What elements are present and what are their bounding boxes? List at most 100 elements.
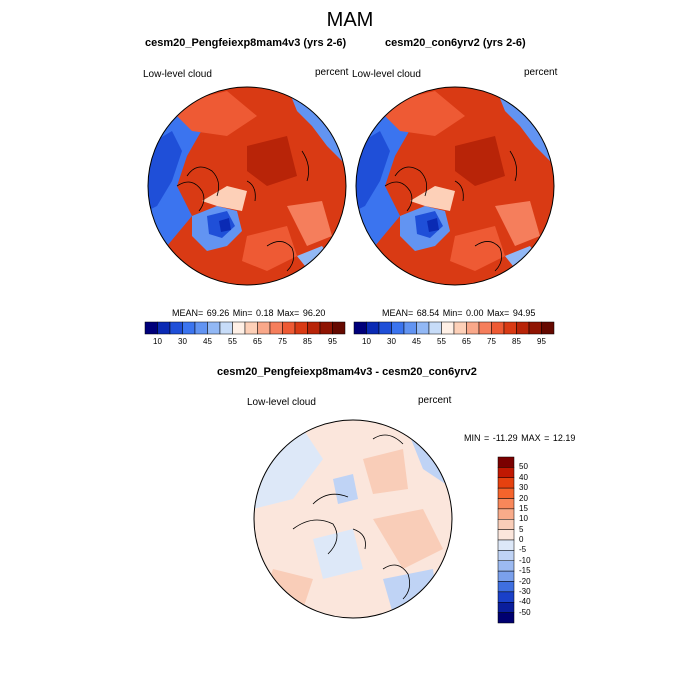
panel-1-title: cesm20_Pengfeiexp8mam4v3 (yrs 2-6): [145, 37, 347, 49]
colorbar-swatch: [453, 321, 467, 335]
colorbar-swatch: [528, 321, 542, 335]
diff-colorbar-tick-label: 15: [519, 503, 528, 513]
diff-colorbar-swatch: [497, 508, 515, 520]
diff-colorbar-tick-label: -10: [519, 555, 531, 565]
colorbar-swatch: [541, 321, 555, 335]
colorbar-swatch: [169, 321, 183, 335]
diff-colorbar-swatch: [497, 570, 515, 582]
diff-colorbar-swatch: [497, 477, 515, 489]
diff-panel-variable-label: Low-level cloud: [247, 397, 316, 408]
colorbar-tick-label: 10: [153, 337, 162, 346]
diff-colorbar-swatch: [497, 487, 515, 499]
diff-colorbar-swatch: [497, 519, 515, 530]
colorbar-swatch: [403, 321, 417, 335]
colorbar-swatch: [144, 321, 158, 335]
colorbar-swatch: [378, 321, 392, 335]
diff-colorbar-tick-label: -15: [519, 566, 531, 576]
colorbar-tick-label: 45: [203, 337, 212, 346]
colorbar-swatch: [182, 321, 196, 335]
diff-colorbar-swatch: [497, 529, 515, 541]
diff-colorbar-tick-label: -20: [519, 576, 531, 586]
diff-colorbar-ticks: 50 40 30 20 15 10 5 0 -5 -10 -15 -20 -30 -40 -50: [519, 457, 549, 623]
colorbar-swatch: [207, 321, 221, 335]
diff-colorbar-swatch: [497, 591, 515, 603]
colorbar-swatch: [319, 321, 333, 335]
colorbar-swatch: [219, 321, 233, 335]
colorbar-swatch: [366, 321, 380, 335]
colorbar-swatch: [516, 321, 530, 335]
diff-colorbar-tick-label: -30: [519, 586, 531, 596]
colorbar-swatch: [332, 321, 346, 335]
colorbar-tick-label: 85: [303, 337, 312, 346]
diff-colorbar-swatch: [497, 456, 515, 468]
panel-1-stats: MEAN= 69.26 Min= 0.18 Max= 96.20: [172, 308, 326, 318]
main-title: MAM: [326, 9, 374, 31]
diff-colorbar-tick-label: 5: [519, 524, 524, 534]
diff-colorbar-tick-label: 40: [519, 472, 528, 482]
colorbar-swatch: [428, 321, 442, 335]
colorbar-tick-label: 55: [437, 337, 446, 346]
diff-colorbar-swatch: [497, 498, 515, 510]
colorbar-tick-label: 10: [362, 337, 371, 346]
diff-colorbar-tick-label: -40: [519, 597, 531, 607]
colorbar-swatch: [232, 321, 246, 335]
diff-colorbar-swatch: [497, 612, 515, 624]
colorbar-tick-label: 30: [387, 337, 396, 346]
diff-colorbar-swatch: [497, 467, 515, 478]
panel-2-variable-label: Low-level cloud: [352, 69, 421, 80]
diff-colorbar-tick-label: 30: [519, 483, 528, 493]
panel-1-colorbar-ticks: 10 30 45 55 65 75 85 95: [145, 336, 345, 348]
diff-colorbar-tick-label: 20: [519, 493, 528, 503]
panel-2-colorbar: [353, 321, 555, 335]
colorbar-swatch: [353, 321, 367, 335]
diff-colorbar: [497, 456, 515, 624]
diff-colorbar-swatch: [497, 560, 515, 572]
colorbar-swatch: [294, 321, 308, 335]
panel-2-title: cesm20_con6yrv2 (yrs 2-6): [385, 37, 526, 49]
panel-1-variable-label: Low-level cloud: [143, 69, 212, 80]
diff-colorbar-swatch: [497, 602, 515, 613]
panel-2-polar-map: [355, 86, 555, 286]
diff-panel-polar-map: [253, 419, 453, 619]
diff-colorbar-tick-label: 10: [519, 514, 528, 524]
colorbar-swatch: [503, 321, 517, 335]
colorbar-tick-label: 95: [328, 337, 337, 346]
panel-2-units-label: percent: [524, 67, 558, 78]
colorbar-tick-label: 65: [462, 337, 471, 346]
panel-2-stats: MEAN= 68.54 Min= 0.00 Max= 94.95: [382, 308, 536, 318]
panel-2-colorbar-ticks: 10 30 45 55 65 75 85 95: [354, 336, 554, 348]
colorbar-swatch: [491, 321, 505, 335]
colorbar-tick-label: 30: [178, 337, 187, 346]
colorbar-tick-label: 85: [512, 337, 521, 346]
colorbar-tick-label: 75: [487, 337, 496, 346]
colorbar-swatch: [466, 321, 480, 335]
colorbar-tick-label: 55: [228, 337, 237, 346]
diff-colorbar-swatch: [497, 581, 515, 593]
colorbar-tick-label: 65: [253, 337, 262, 346]
colorbar-tick-label: 75: [278, 337, 287, 346]
colorbar-swatch: [269, 321, 283, 335]
diff-colorbar-swatch: [497, 550, 515, 561]
colorbar-swatch: [307, 321, 321, 335]
colorbar-swatch: [194, 321, 208, 335]
colorbar-swatch: [282, 321, 296, 335]
panel-1-units-label: percent: [315, 67, 349, 78]
diff-colorbar-tick-label: 50: [519, 462, 528, 472]
colorbar-tick-label: 45: [412, 337, 421, 346]
panel-1-polar-map: [147, 86, 347, 286]
diff-colorbar-tick-label: -50: [519, 607, 531, 617]
colorbar-swatch: [157, 321, 171, 335]
diff-panel-title: cesm20_Pengfeiexp8mam4v3 - cesm20_con6yr…: [217, 366, 477, 378]
colorbar-swatch: [416, 321, 430, 335]
diff-colorbar-tick-label: -5: [519, 545, 527, 555]
colorbar-swatch: [478, 321, 492, 335]
colorbar-swatch: [244, 321, 258, 335]
panel-1-colorbar: [144, 321, 346, 335]
diff-panel-stats: MIN = -11.29 MAX = 12.19: [464, 433, 576, 443]
colorbar-swatch: [441, 321, 455, 335]
diff-colorbar-tick-label: 0: [519, 535, 524, 544]
colorbar-swatch: [257, 321, 271, 335]
colorbar-tick-label: 95: [537, 337, 546, 346]
diff-colorbar-swatch: [497, 539, 515, 551]
diff-panel-units-label: percent: [418, 395, 452, 406]
